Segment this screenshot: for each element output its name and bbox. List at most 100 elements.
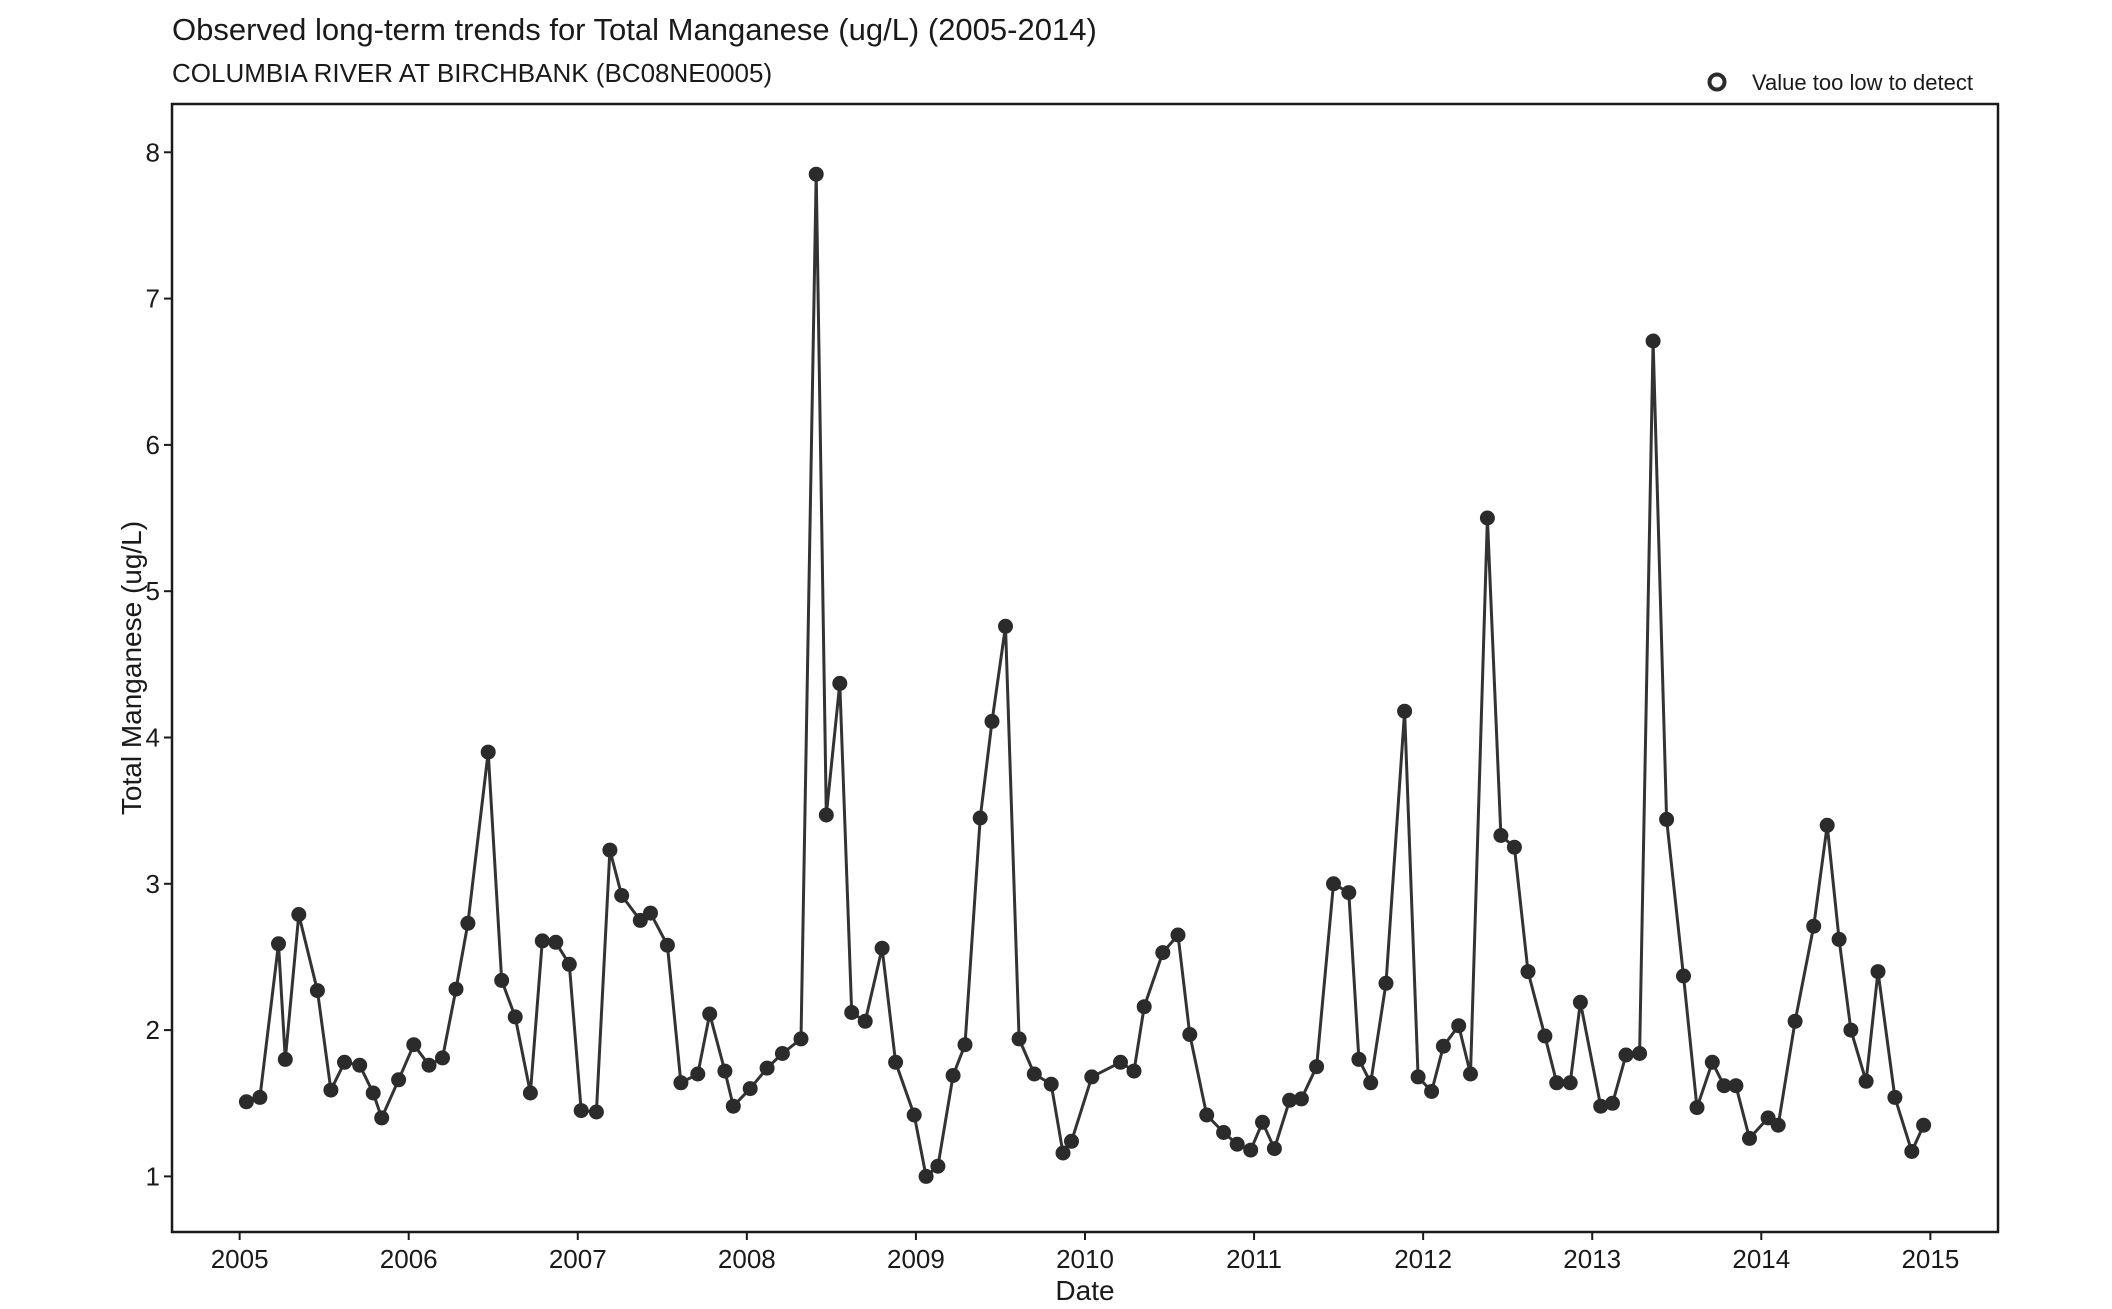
data-point: [857, 1013, 873, 1029]
data-point: [1043, 1076, 1059, 1092]
data-point: [874, 940, 890, 956]
data-point: [774, 1046, 790, 1061]
data-point: [1537, 1028, 1553, 1044]
data-point: [832, 675, 848, 691]
x-tick-label: 2010: [1056, 1244, 1114, 1274]
data-point: [717, 1063, 733, 1079]
data-point: [659, 937, 675, 953]
data-point: [602, 842, 618, 858]
data-point: [1378, 975, 1394, 991]
legend-hollow-circle-icon: [1707, 72, 1727, 92]
data-point: [1728, 1078, 1744, 1094]
data-point: [759, 1060, 775, 1076]
data-point: [1155, 945, 1171, 961]
data-point: [588, 1104, 604, 1120]
data-point: [984, 713, 1000, 729]
data-point: [1064, 1133, 1079, 1149]
data-point: [673, 1075, 689, 1091]
data-point: [1787, 1013, 1803, 1029]
data-point: [690, 1066, 706, 1082]
y-tick-label: 3: [146, 869, 160, 899]
data-point: [421, 1057, 437, 1073]
data-point: [1397, 703, 1413, 719]
data-point: [1632, 1046, 1648, 1061]
data-point: [1255, 1114, 1270, 1130]
data-point: [1170, 927, 1186, 943]
data-point: [1113, 1054, 1128, 1070]
data-point: [1199, 1107, 1215, 1123]
y-axis-title: Total Manganese (ug/L): [116, 521, 147, 815]
data-point: [888, 1054, 904, 1070]
data-point: [522, 1085, 538, 1101]
data-point: [1858, 1073, 1874, 1089]
data-point: [337, 1054, 352, 1070]
chart-title: Observed long-term trends for Total Mang…: [172, 12, 1097, 47]
data-point: [1229, 1136, 1245, 1152]
data-point: [1704, 1054, 1720, 1070]
data-point: [1026, 1066, 1042, 1082]
x-tick-label: 2006: [380, 1244, 438, 1274]
data-point: [1410, 1069, 1426, 1085]
data-point: [1351, 1051, 1367, 1067]
x-tick-label: 2012: [1394, 1244, 1452, 1274]
data-point: [1843, 1022, 1859, 1038]
data-point: [1676, 968, 1691, 984]
y-tick-label: 7: [146, 284, 160, 314]
x-tick-label: 2009: [887, 1244, 945, 1274]
data-point: [1216, 1125, 1232, 1140]
data-point: [793, 1031, 809, 1047]
data-point: [1011, 1031, 1027, 1047]
x-tick-label: 2013: [1563, 1244, 1621, 1274]
x-tick-label: 2007: [549, 1244, 607, 1274]
data-point: [1870, 964, 1886, 980]
data-point: [643, 905, 658, 921]
data-point: [1742, 1130, 1757, 1146]
x-tick-label: 2014: [1732, 1244, 1790, 1274]
data-point: [957, 1037, 973, 1053]
data-point: [1136, 999, 1152, 1015]
data-point: [435, 1050, 450, 1066]
data-point: [918, 1168, 934, 1184]
data-point: [1904, 1144, 1920, 1159]
data-point: [238, 1094, 254, 1110]
y-tick-label: 1: [146, 1161, 160, 1191]
y-tick-label: 5: [146, 576, 160, 606]
data-point: [930, 1158, 946, 1174]
y-tick-label: 6: [146, 430, 160, 460]
chart-subtitle: COLUMBIA RIVER AT BIRCHBANK (BC08NE0005): [172, 58, 772, 88]
series-line: [245, 172, 1925, 1178]
x-axis-title: Date: [1055, 1275, 1114, 1306]
data-point: [725, 1098, 741, 1114]
y-tick-label: 8: [146, 137, 160, 167]
data-point: [702, 1006, 718, 1022]
data-point: [1326, 876, 1341, 892]
data-point: [972, 810, 988, 826]
series-layer: [238, 166, 1932, 1184]
y-axis: 1 2 3 4 5 6 7 8: [146, 137, 172, 1191]
data-point: [1424, 1084, 1440, 1099]
data-point: [309, 983, 325, 999]
legend: Value too low to detect: [1707, 70, 1973, 95]
data-point: [614, 888, 630, 903]
data-point: [1618, 1047, 1634, 1063]
data-point: [1282, 1092, 1298, 1108]
data-point: [1182, 1027, 1198, 1042]
data-point: [1506, 839, 1522, 855]
data-point: [507, 1009, 523, 1025]
x-tick-label: 2008: [718, 1244, 776, 1274]
data-point: [1770, 1117, 1786, 1133]
data-point: [945, 1068, 961, 1083]
data-point: [406, 1037, 422, 1053]
y-tick-label: 2: [146, 1015, 160, 1045]
data-point: [480, 744, 496, 760]
data-point: [291, 907, 307, 922]
x-tick-label: 2015: [1901, 1244, 1959, 1274]
data-point: [460, 915, 476, 931]
y-tick-label: 4: [146, 722, 160, 752]
data-point: [1266, 1141, 1282, 1157]
data-point: [1084, 1069, 1100, 1085]
data-point: [1689, 1100, 1705, 1116]
data-point: [323, 1082, 339, 1098]
data-point: [391, 1072, 407, 1088]
data-point: [1493, 828, 1509, 843]
